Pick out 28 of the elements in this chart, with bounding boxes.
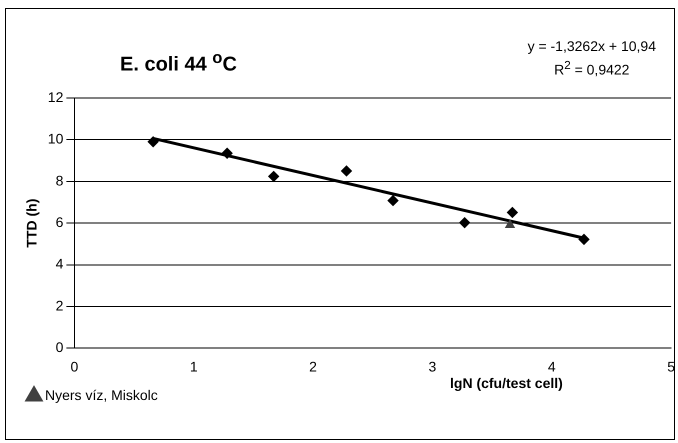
y-tick-label: 6: [56, 214, 64, 230]
y-axis-title: TTD (h): [23, 198, 40, 248]
x-tick-label: 4: [548, 358, 556, 374]
legend-label: Nyers víz, Miskolc: [45, 386, 158, 403]
x-tick-label: 0: [70, 358, 78, 374]
point: [459, 217, 470, 228]
point: [148, 136, 159, 148]
point: [506, 206, 518, 218]
point: [388, 195, 399, 206]
point: [268, 170, 280, 182]
y-tick-label: 0: [56, 339, 64, 356]
text: y = -1,3262x + 10,94: [528, 38, 656, 54]
point: [222, 148, 233, 159]
y-tick-label: 10: [48, 130, 64, 147]
x-tick-label: 2: [309, 358, 318, 374]
point: [505, 219, 515, 228]
x-axis-title: lgN (cfu/test cell): [450, 375, 563, 391]
y-tick-label: 4: [56, 256, 64, 272]
chart-title: E. coli 44 $^{o}$C: [120, 48, 237, 77]
x-tick-label: 3: [428, 358, 437, 374]
y-tick-label: 2: [56, 297, 64, 314]
point: [340, 165, 352, 176]
x-tick-label: 5: [667, 358, 676, 374]
x-tick-label: 1: [190, 358, 198, 374]
y-tick-label: 12: [48, 88, 64, 105]
text: R$^{2}$ = 0,9422: [554, 59, 630, 78]
y-tick-label: 8: [56, 172, 64, 188]
point: [578, 234, 590, 245]
